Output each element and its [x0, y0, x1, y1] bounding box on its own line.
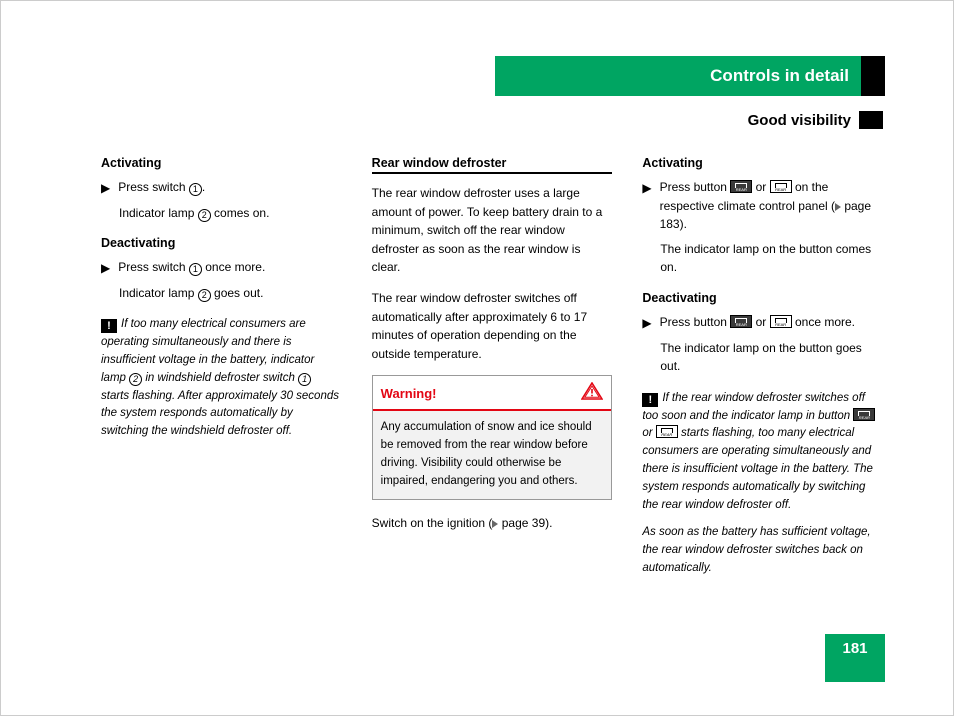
- ref-circle-1: 1: [298, 373, 311, 386]
- section-subtitle-row: Good visibility: [748, 111, 883, 129]
- text: or: [642, 427, 655, 439]
- column-1: Activating ▶ Press switch 1. Indicator l…: [101, 156, 342, 578]
- page-number: 181: [825, 634, 885, 682]
- content-columns: Activating ▶ Press switch 1. Indicator l…: [101, 156, 883, 578]
- text: Indicator lamp: [119, 206, 198, 220]
- text: starts flashing, too many electrical con…: [642, 427, 873, 510]
- section-subtitle: Good visibility: [748, 112, 851, 129]
- defrost-button-light-icon: REAR: [656, 425, 678, 438]
- ref-circle-2: 2: [129, 373, 142, 386]
- step-press-button: ▶ Press button REAR or REAR on the respe…: [642, 178, 883, 234]
- text: Press switch: [118, 260, 189, 274]
- step-result: Indicator lamp 2 comes on.: [119, 204, 342, 223]
- column-2: Rear window defroster The rear window de…: [372, 156, 613, 578]
- ref-circle-1: 1: [189, 263, 202, 276]
- text: starts flashing. After approximately 30 …: [101, 390, 339, 438]
- step-text: Press switch 1 once more.: [118, 258, 341, 277]
- heading-rear-defroster: Rear window defroster: [372, 156, 613, 174]
- text: or: [752, 315, 769, 329]
- info-note: !If too many electrical consumers are op…: [101, 316, 342, 441]
- text: Press button: [660, 315, 731, 329]
- defrost-button-light-icon: REAR: [770, 180, 792, 193]
- page-ref-icon: [492, 520, 498, 528]
- defrost-button-dark-icon: REAR: [730, 180, 752, 193]
- chapter-title: Controls in detail: [495, 56, 861, 96]
- info-icon: !: [101, 319, 117, 333]
- text: once more.: [202, 260, 265, 274]
- warning-triangle-icon: [581, 382, 603, 405]
- header-tab: [861, 56, 885, 96]
- heading-activating: Activating: [101, 156, 342, 170]
- text: .: [202, 180, 205, 194]
- step-press-button-again: ▶ Press button REAR or REAR once more.: [642, 313, 883, 333]
- step-press-switch: ▶ Press switch 1.: [101, 178, 342, 198]
- heading-activating: Activating: [642, 156, 883, 170]
- defrost-button-dark-icon: REAR: [853, 408, 875, 421]
- text: or: [752, 180, 769, 194]
- warning-body: Any accumulation of snow and ice should …: [373, 411, 612, 498]
- info-note-2: As soon as the battery has sufficient vo…: [642, 524, 883, 577]
- ref-circle-2: 2: [198, 289, 211, 302]
- paragraph: The rear window defroster switches off a…: [372, 289, 613, 363]
- defrost-button-dark-icon: REAR: [730, 315, 752, 328]
- step-arrow-icon: ▶: [101, 179, 110, 198]
- step-result: The indicator lamp on the button goes ou…: [660, 339, 883, 376]
- text: Press switch: [118, 180, 189, 194]
- text: once more.: [792, 315, 855, 329]
- defrost-button-light-icon: REAR: [770, 315, 792, 328]
- step-arrow-icon: ▶: [642, 314, 651, 333]
- warning-title: Warning!: [381, 386, 437, 401]
- text: Press button: [660, 180, 731, 194]
- text: Indicator lamp: [119, 286, 198, 300]
- paragraph: The rear window defroster uses a large a…: [372, 184, 613, 277]
- heading-deactivating: Deactivating: [101, 236, 342, 250]
- ref-circle-1: 1: [189, 183, 202, 196]
- step-text: Press button REAR or REAR on the respect…: [660, 178, 883, 234]
- page-ref-icon: [835, 203, 841, 211]
- info-icon: !: [642, 393, 658, 407]
- step-text: Press button REAR or REAR once more.: [660, 313, 883, 332]
- info-note: !If the rear window defroster switches o…: [642, 390, 883, 515]
- text: goes out.: [211, 286, 264, 300]
- heading-deactivating: Deactivating: [642, 291, 883, 305]
- step-arrow-icon: ▶: [642, 179, 651, 198]
- text: page 39).: [498, 516, 552, 530]
- subtitle-marker: [859, 111, 883, 129]
- step-text: Press switch 1.: [118, 178, 341, 197]
- text: Switch on the ignition (: [372, 516, 493, 530]
- step-result: Indicator lamp 2 goes out.: [119, 284, 342, 303]
- text: in windshield defroster switch: [142, 372, 298, 384]
- header-bar: Controls in detail: [495, 56, 885, 96]
- text: comes on.: [211, 206, 270, 220]
- text: If the rear window defroster switches of…: [642, 392, 865, 422]
- warning-header: Warning!: [373, 376, 612, 411]
- ref-circle-2: 2: [198, 209, 211, 222]
- warning-box: Warning! Any accumulation of snow and ic…: [372, 375, 613, 499]
- step-result: The indicator lamp on the button comes o…: [660, 240, 883, 277]
- ignition-line: Switch on the ignition ( page 39).: [372, 514, 613, 533]
- manual-page: Controls in detail Good visibility Activ…: [0, 0, 954, 716]
- step-arrow-icon: ▶: [101, 259, 110, 278]
- column-3: Activating ▶ Press button REAR or REAR o…: [642, 156, 883, 578]
- step-press-switch-again: ▶ Press switch 1 once more.: [101, 258, 342, 278]
